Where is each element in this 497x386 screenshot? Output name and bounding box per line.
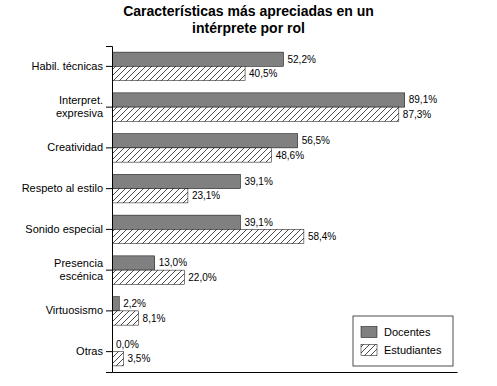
data-label: 52,2% (288, 54, 316, 65)
data-label: 58,4% (308, 231, 336, 242)
bar (112, 66, 245, 80)
x-axis (113, 372, 458, 373)
legend-label: Docentes (384, 326, 431, 338)
bar (112, 52, 284, 66)
bar (112, 256, 155, 270)
legend-swatch (361, 327, 377, 338)
bar (112, 229, 304, 243)
tick-label: Otras (76, 345, 103, 357)
tick: Habil. técnicas (31, 60, 112, 72)
tick-label: Sonido especial (25, 223, 103, 235)
bar (112, 297, 119, 311)
tick-mark (106, 270, 112, 271)
legend-swatch (361, 345, 377, 356)
tick-label: Respeto al estilo (22, 182, 103, 194)
data-label: 13,0% (159, 257, 187, 268)
chart: Características más apreciadas en uninté… (0, 0, 497, 386)
data-label: 39,1% (244, 176, 272, 187)
legend-item: Docentes (361, 326, 431, 338)
bar (112, 311, 139, 325)
bar (112, 215, 240, 229)
data-label: 8,1% (143, 313, 166, 324)
legend: Docentes Estudiantes (353, 316, 453, 366)
legend-frame (353, 316, 453, 366)
data-label: 40,5% (249, 68, 277, 79)
axis-line (113, 372, 458, 373)
data-label: 48,6% (276, 150, 304, 161)
tick: Presenciaescénica (54, 257, 112, 282)
tick-label: Presenciaescénica (54, 257, 104, 282)
bar (112, 148, 272, 162)
y-axis: Otras Virtuosismo Presenciaescénica Sonido … (22, 47, 113, 373)
tick-mark (106, 310, 112, 311)
data-label: 0,0% (116, 339, 139, 350)
tick-mark (106, 351, 112, 352)
legend-item: Estudiantes (361, 344, 442, 356)
data-label: 89,1% (409, 94, 437, 105)
data-label: 23,1% (192, 190, 220, 201)
tick-label: Creatividad (47, 141, 103, 153)
tick-label: Interpret.expresiva (56, 94, 104, 119)
tick: Interpret.expresiva (56, 94, 112, 119)
bar (112, 270, 184, 284)
tick: Virtuosismo (46, 304, 112, 316)
legend-label: Estudiantes (384, 344, 442, 356)
tick: Respeto al estilo (22, 182, 112, 194)
plot: 0,0% 2,2% 13,0% 39,1% 39,1% 56,5% 89,1% 52,2% 3,… (22, 47, 458, 373)
bar (112, 352, 124, 366)
bar (112, 93, 405, 107)
tick: Otras (76, 345, 112, 357)
axis-line (106, 47, 113, 373)
tick: Sonido especial (25, 223, 112, 235)
tick: Creatividad (47, 141, 112, 153)
data-label: 22,0% (188, 272, 216, 283)
tick-mark (106, 188, 112, 189)
tick-mark (106, 107, 112, 108)
tick-mark (106, 147, 112, 148)
data-label: 2,2% (123, 298, 146, 309)
data-label: 3,5% (128, 353, 151, 364)
tick-label: Habil. técnicas (31, 60, 103, 72)
tick-label: Virtuosismo (46, 304, 103, 316)
bar (112, 134, 298, 148)
tick-mark (106, 66, 112, 67)
data-label: 87,3% (403, 109, 431, 120)
bar (112, 189, 188, 203)
bar (112, 107, 399, 121)
tick-mark (106, 229, 112, 230)
bar (112, 174, 240, 188)
data-label: 56,5% (302, 135, 330, 146)
title: Características más apreciadas en uninté… (123, 3, 374, 36)
data-label: 39,1% (244, 217, 272, 228)
